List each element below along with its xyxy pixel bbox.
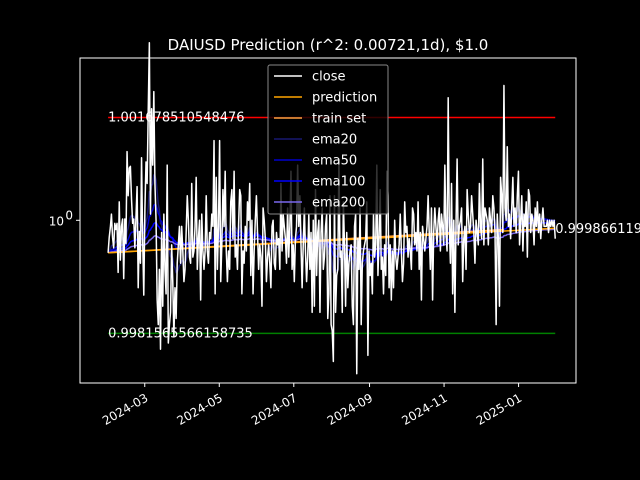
legend: close prediction train set ema20 ema50 e… xyxy=(267,64,389,215)
legend-label-train-set: train set xyxy=(312,112,366,127)
legend-box xyxy=(267,64,389,215)
y-tick-label: 10 xyxy=(49,214,64,228)
series-layer xyxy=(107,41,556,375)
legend-label-prediction: prediction xyxy=(312,91,377,106)
plot-area: 1.001678510548476 0.9981565566158735 0.9… xyxy=(79,41,640,384)
legend-label-ema20: ema20 xyxy=(312,133,357,148)
legend-label-ema50: ema50 xyxy=(312,154,357,169)
lower-level-label: 0.9981565566158735 xyxy=(108,326,253,341)
chart-title: DAIUSD Prediction (r^2: 0.00721,1d), $1.… xyxy=(168,36,489,54)
upper-level-label: 1.001678510548476 xyxy=(108,110,244,125)
series-line-close xyxy=(107,41,556,375)
y-tick-exponent: 0 xyxy=(65,208,73,222)
legend-label-ema100: ema100 xyxy=(312,175,365,190)
last-price-label: 0.999866119 xyxy=(555,222,640,237)
legend-label-close: close xyxy=(312,70,345,85)
y-axis: 10 0 xyxy=(49,208,80,228)
legend-label-ema200: ema200 xyxy=(312,196,365,211)
reference-labels: 1.001678510548476 0.9981565566158735 0.9… xyxy=(108,110,640,341)
